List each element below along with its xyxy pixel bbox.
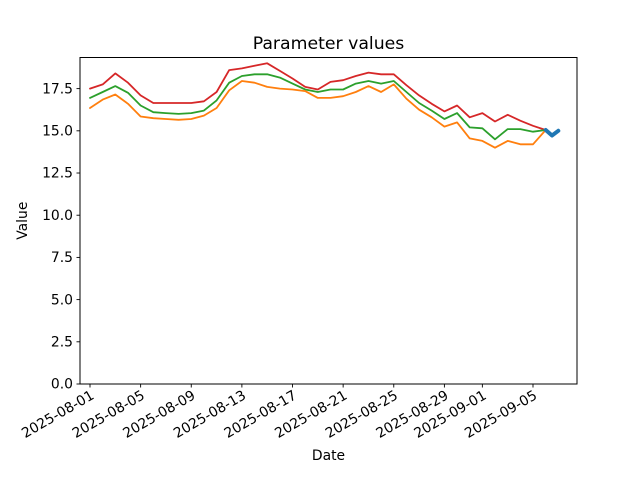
series-red-line (89, 62, 547, 131)
y-tick-label: 15.0 (42, 124, 73, 140)
y-tick-label: 0.0 (51, 377, 73, 393)
y-tick-label: 10.0 (42, 208, 73, 224)
chart-title: Parameter values (253, 34, 405, 54)
y-tick-label: 17.5 (42, 81, 73, 97)
y-tick-label: 12.5 (42, 166, 73, 182)
x-axis-label: Date (312, 448, 345, 464)
plot-frame (79, 57, 578, 385)
latest-point-marker (543, 128, 561, 138)
y-tick-label: 2.5 (51, 335, 73, 351)
y-tick-label: 7.5 (51, 250, 73, 266)
y-axis-label: Value (15, 202, 31, 240)
series-green-line (89, 73, 547, 141)
y-tick-label: 5.0 (51, 292, 73, 308)
series-orange-line (89, 80, 547, 149)
